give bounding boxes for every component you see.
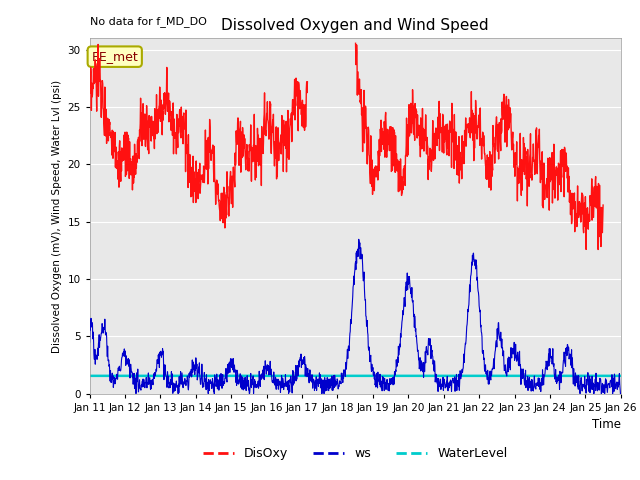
Text: No data for f_MD_DO: No data for f_MD_DO (90, 16, 207, 27)
Text: EE_met: EE_met (92, 50, 138, 63)
Y-axis label: Dissolved Oxygen (mV), Wind Speed, Water Lvl (psi): Dissolved Oxygen (mV), Wind Speed, Water… (52, 79, 62, 353)
Legend: DisOxy, ws, WaterLevel: DisOxy, ws, WaterLevel (198, 443, 513, 466)
Title: Dissolved Oxygen and Wind Speed: Dissolved Oxygen and Wind Speed (221, 18, 489, 33)
X-axis label: Time: Time (592, 418, 621, 431)
